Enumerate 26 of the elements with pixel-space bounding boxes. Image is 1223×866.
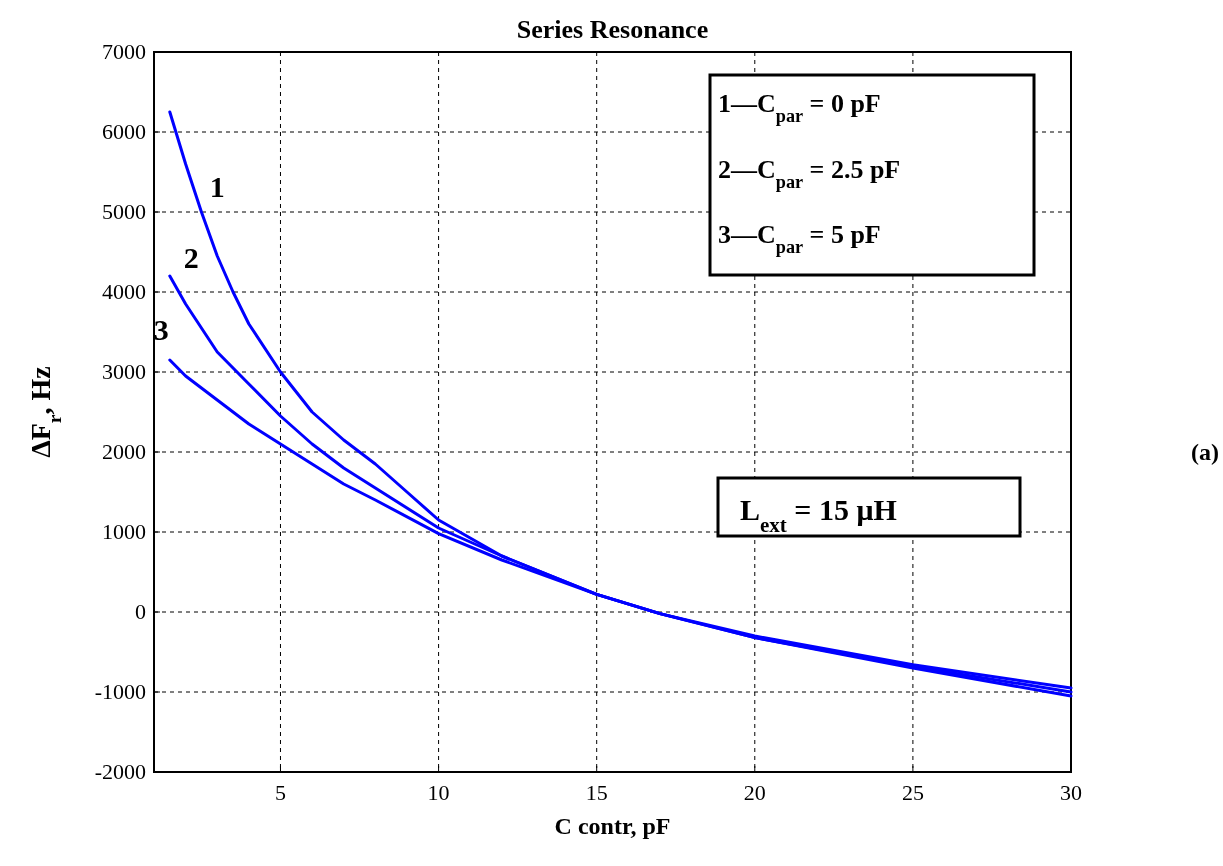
x-axis-title: C contr, pF	[554, 813, 671, 839]
chart-title: Series Resonance	[516, 15, 709, 44]
y-tick-label: 1000	[102, 519, 146, 544]
y-tick-label: 0	[135, 599, 146, 624]
y-tick-label: -2000	[94, 759, 146, 784]
x-tick-label: 30	[1060, 780, 1082, 805]
annotation: 3—C$_{par}$ = 5 pF	[718, 220, 881, 257]
annotation: 1—C$_{par}$ = 0 pF	[718, 89, 881, 126]
y-tick-label: 3000	[102, 359, 146, 384]
x-tick-label: 5	[274, 780, 286, 805]
series-label: 2	[183, 241, 199, 274]
x-tick-label: 10	[427, 780, 450, 805]
y-tick-label: 5000	[102, 199, 146, 224]
y-tick-label: 4000	[102, 279, 146, 304]
y-tick-label: 7000	[102, 39, 146, 64]
text: (a)	[1191, 439, 1219, 465]
x-tick-label: 25	[901, 780, 924, 805]
y-tick-label: 2000	[102, 439, 146, 464]
y-tick-label: 6000	[102, 119, 146, 144]
x-tick-label: 20	[743, 780, 766, 805]
y-tick-label: -1000	[94, 679, 146, 704]
annotation: 2—C$_{par}$ = 2.5 pF	[718, 155, 901, 192]
series-label: 1	[209, 170, 225, 203]
series-label: 3	[153, 313, 169, 346]
x-tick-label: 15	[585, 780, 608, 805]
annotation: L$_{ext}$ = 15 μH	[740, 493, 897, 537]
